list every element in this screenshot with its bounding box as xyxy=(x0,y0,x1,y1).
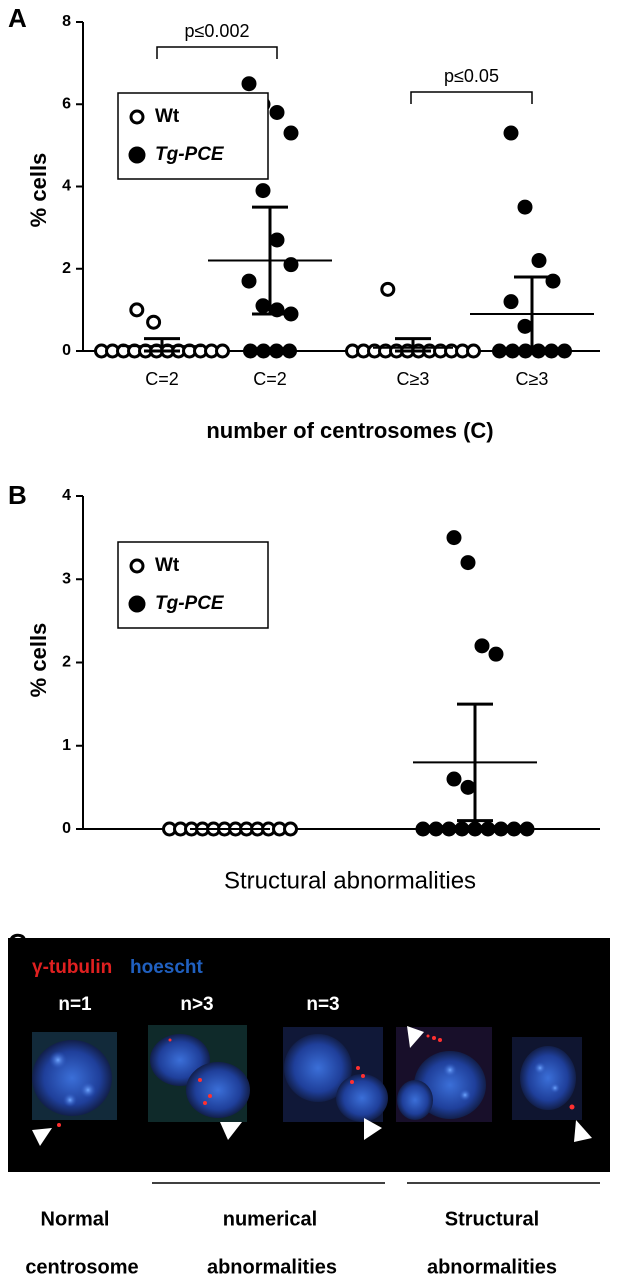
x-tick-label: C=2 xyxy=(253,369,287,389)
data-point xyxy=(129,302,145,318)
data-point xyxy=(241,273,257,289)
panel-label: C xyxy=(8,928,27,958)
y-tick-label: 4 xyxy=(62,487,71,504)
data-point xyxy=(493,821,509,837)
data-point xyxy=(454,821,470,837)
panel-label: A xyxy=(8,3,27,33)
y-tick-label: 3 xyxy=(62,570,71,587)
data-point xyxy=(460,779,476,795)
group-label: centrosome xyxy=(25,1256,138,1278)
data-point xyxy=(269,104,285,120)
y-axis-label: % cells xyxy=(26,153,51,228)
data-point xyxy=(243,343,258,359)
legend-marker xyxy=(128,595,146,613)
data-point xyxy=(557,343,572,359)
significance-bracket xyxy=(410,91,533,104)
legend-box xyxy=(117,92,269,180)
micrographs xyxy=(32,1025,592,1146)
legend-marker xyxy=(129,558,145,574)
y-tick-label: 1 xyxy=(62,737,71,754)
legend-label: Wt xyxy=(155,555,180,576)
image-label: n>3 xyxy=(180,994,213,1015)
y-tick-label: 0 xyxy=(62,342,71,359)
data-point xyxy=(441,821,457,837)
data-point xyxy=(215,343,230,359)
data-point xyxy=(256,343,271,359)
panel-label: B xyxy=(8,480,27,510)
data-point xyxy=(255,183,271,199)
data-point xyxy=(241,76,257,92)
stain-label: γ-tubulin xyxy=(32,957,112,978)
significance-label: p≤0.05 xyxy=(444,66,499,86)
y-tick-label: 0 xyxy=(62,820,71,837)
y-tick-label: 2 xyxy=(62,260,71,277)
data-point xyxy=(503,294,519,310)
data-point xyxy=(269,232,285,248)
group-label: abnormalities xyxy=(427,1256,557,1278)
data-point xyxy=(146,314,162,330)
data-point xyxy=(517,199,533,215)
stain-label: hoescht xyxy=(130,957,204,978)
significance-label: p≤0.002 xyxy=(185,21,250,41)
legend-label: Tg-PCE xyxy=(155,144,225,165)
data-point xyxy=(480,821,496,837)
y-tick-label: 2 xyxy=(62,654,71,671)
group-label: abnormalities xyxy=(207,1256,337,1278)
legend-marker xyxy=(129,109,145,125)
data-point xyxy=(282,343,297,359)
data-point xyxy=(531,253,547,269)
y-tick-label: 6 xyxy=(62,95,71,112)
data-point xyxy=(506,821,522,837)
data-point xyxy=(283,821,298,837)
x-tick-label: C≥3 xyxy=(516,369,549,389)
legend-box xyxy=(117,541,269,629)
data-point xyxy=(466,343,481,359)
data-point xyxy=(467,821,483,837)
image-label: n=3 xyxy=(306,994,339,1015)
group-label: Structural xyxy=(445,1208,539,1230)
legend-label: Tg-PCE xyxy=(155,593,225,614)
data-point xyxy=(517,318,533,334)
y-tick-label: 8 xyxy=(62,13,71,30)
x-axis-label: number of centrosomes (C) xyxy=(206,418,493,443)
data-point xyxy=(415,821,431,837)
data-point xyxy=(380,281,396,297)
legend-label: Wt xyxy=(155,106,180,127)
data-point xyxy=(446,771,462,787)
data-point xyxy=(255,298,271,314)
group-label: Normal xyxy=(41,1208,110,1230)
x-tick-label: C≥3 xyxy=(397,369,430,389)
data-point xyxy=(503,125,519,141)
group-label: numerical xyxy=(223,1208,317,1230)
data-point xyxy=(460,555,476,571)
significance-bracket xyxy=(156,46,278,59)
x-tick-label: C=2 xyxy=(145,369,179,389)
y-tick-label: 4 xyxy=(62,178,71,195)
data-point xyxy=(474,638,490,654)
data-point xyxy=(488,646,504,662)
y-axis-label: % cells xyxy=(26,623,51,698)
image-label: n=1 xyxy=(58,994,92,1015)
data-point xyxy=(492,343,507,359)
data-point xyxy=(519,821,535,837)
data-point xyxy=(428,821,444,837)
data-point xyxy=(269,343,284,359)
x-axis-label: Structural abnormalities xyxy=(224,867,476,894)
data-point xyxy=(283,125,299,141)
legend-marker xyxy=(128,146,146,164)
data-point xyxy=(446,530,462,546)
